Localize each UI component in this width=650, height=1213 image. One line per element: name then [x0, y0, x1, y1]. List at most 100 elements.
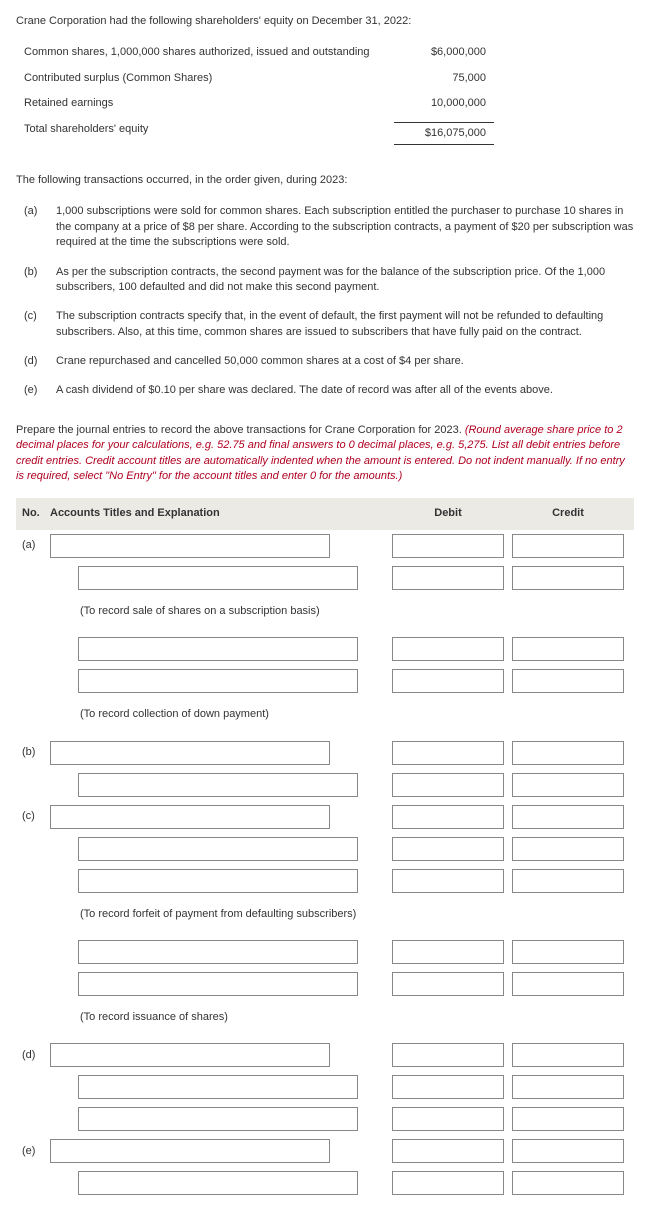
credit-input[interactable] — [512, 1107, 624, 1131]
header-credit: Credit — [508, 506, 628, 521]
instructions-plain: Prepare the journal entries to record th… — [16, 424, 465, 436]
transactions-intro: The following transactions occurred, in … — [16, 173, 634, 188]
debit-input[interactable] — [392, 773, 504, 797]
note-text: (To record sale of shares on a subscript… — [50, 598, 628, 629]
equity-row: Retained earnings 10,000,000 — [24, 96, 634, 111]
equity-table: Common shares, 1,000,000 shares authoriz… — [24, 45, 634, 145]
equity-label: Retained earnings — [24, 96, 394, 111]
credit-input[interactable] — [512, 837, 624, 861]
table-row — [16, 833, 634, 865]
transaction-item: (c) The subscription contracts specify t… — [24, 309, 634, 340]
credit-input[interactable] — [512, 972, 624, 996]
account-input[interactable] — [50, 1043, 330, 1067]
equity-label: Total shareholders' equity — [24, 122, 394, 145]
debit-input[interactable] — [392, 1107, 504, 1131]
table-row — [16, 1167, 634, 1199]
table-row: (b) — [16, 737, 634, 769]
account-input[interactable] — [78, 837, 358, 861]
account-input[interactable] — [78, 669, 358, 693]
transaction-letter: (d) — [24, 354, 56, 369]
row-letter: (a) — [22, 538, 50, 553]
debit-input[interactable] — [392, 1139, 504, 1163]
transaction-letter: (b) — [24, 265, 56, 296]
account-input[interactable] — [78, 566, 358, 590]
table-row — [16, 1071, 634, 1103]
debit-input[interactable] — [392, 940, 504, 964]
credit-input[interactable] — [512, 805, 624, 829]
table-row — [16, 968, 634, 1000]
row-letter: (c) — [22, 809, 50, 824]
debit-input[interactable] — [392, 1171, 504, 1195]
row-letter: (e) — [22, 1144, 50, 1159]
note-text: (To record forfeit of payment from defau… — [50, 901, 628, 932]
transaction-text: 1,000 subscriptions were sold for common… — [56, 204, 634, 250]
credit-input[interactable] — [512, 773, 624, 797]
row-letter: (b) — [22, 745, 50, 760]
equity-row: Contributed surplus (Common Shares) 75,0… — [24, 71, 634, 86]
table-row — [16, 1103, 634, 1135]
debit-input[interactable] — [392, 741, 504, 765]
debit-input[interactable] — [392, 869, 504, 893]
row-letter: (d) — [22, 1048, 50, 1063]
transaction-text: Crane repurchased and cancelled 50,000 c… — [56, 354, 634, 369]
credit-input[interactable] — [512, 566, 624, 590]
debit-input[interactable] — [392, 534, 504, 558]
equity-value: 10,000,000 — [394, 96, 494, 111]
account-input[interactable] — [78, 972, 358, 996]
transaction-letter: (c) — [24, 309, 56, 340]
debit-input[interactable] — [392, 1075, 504, 1099]
account-input[interactable] — [50, 534, 330, 558]
account-input[interactable] — [78, 869, 358, 893]
transaction-item: (d) Crane repurchased and cancelled 50,0… — [24, 354, 634, 369]
credit-input[interactable] — [512, 741, 624, 765]
transaction-text: The subscription contracts specify that,… — [56, 309, 634, 340]
account-input[interactable] — [78, 1107, 358, 1131]
table-row: (d) — [16, 1039, 634, 1071]
journal-entry-table: No. Accounts Titles and Explanation Debi… — [16, 498, 634, 1199]
debit-input[interactable] — [392, 805, 504, 829]
equity-value: $6,000,000 — [394, 45, 494, 60]
account-input[interactable] — [78, 773, 358, 797]
debit-input[interactable] — [392, 1043, 504, 1067]
account-input[interactable] — [78, 940, 358, 964]
debit-input[interactable] — [392, 669, 504, 693]
instructions: Prepare the journal entries to record th… — [16, 423, 634, 485]
account-input[interactable] — [78, 1171, 358, 1195]
equity-label: Common shares, 1,000,000 shares authoriz… — [24, 45, 394, 60]
table-row — [16, 633, 634, 665]
credit-input[interactable] — [512, 1171, 624, 1195]
debit-input[interactable] — [392, 972, 504, 996]
table-row: (To record issuance of shares) — [16, 1000, 634, 1039]
debit-input[interactable] — [392, 637, 504, 661]
table-row — [16, 769, 634, 801]
table-row — [16, 562, 634, 594]
transaction-item: (a) 1,000 subscriptions were sold for co… — [24, 204, 634, 250]
transaction-text: As per the subscription contracts, the s… — [56, 265, 634, 296]
equity-row: Total shareholders' equity $16,075,000 — [24, 122, 634, 145]
account-input[interactable] — [50, 741, 330, 765]
credit-input[interactable] — [512, 1075, 624, 1099]
credit-input[interactable] — [512, 1139, 624, 1163]
account-input[interactable] — [78, 1075, 358, 1099]
account-input[interactable] — [78, 637, 358, 661]
account-input[interactable] — [50, 805, 330, 829]
credit-input[interactable] — [512, 940, 624, 964]
credit-input[interactable] — [512, 1043, 624, 1067]
credit-input[interactable] — [512, 669, 624, 693]
note-text: (To record issuance of shares) — [50, 1004, 628, 1035]
debit-input[interactable] — [392, 837, 504, 861]
account-input[interactable] — [50, 1139, 330, 1163]
table-row: (To record sale of shares on a subscript… — [16, 594, 634, 633]
equity-value: 75,000 — [394, 71, 494, 86]
table-row — [16, 936, 634, 968]
journal-header: No. Accounts Titles and Explanation Debi… — [16, 498, 634, 529]
equity-total-value: $16,075,000 — [394, 122, 494, 145]
debit-input[interactable] — [392, 566, 504, 590]
credit-input[interactable] — [512, 637, 624, 661]
header-no: No. — [22, 506, 50, 521]
transaction-item: (e) A cash dividend of $0.10 per share w… — [24, 383, 634, 398]
credit-input[interactable] — [512, 869, 624, 893]
table-row: (To record collection of down payment) — [16, 697, 634, 736]
credit-input[interactable] — [512, 534, 624, 558]
table-row: (e) — [16, 1135, 634, 1167]
